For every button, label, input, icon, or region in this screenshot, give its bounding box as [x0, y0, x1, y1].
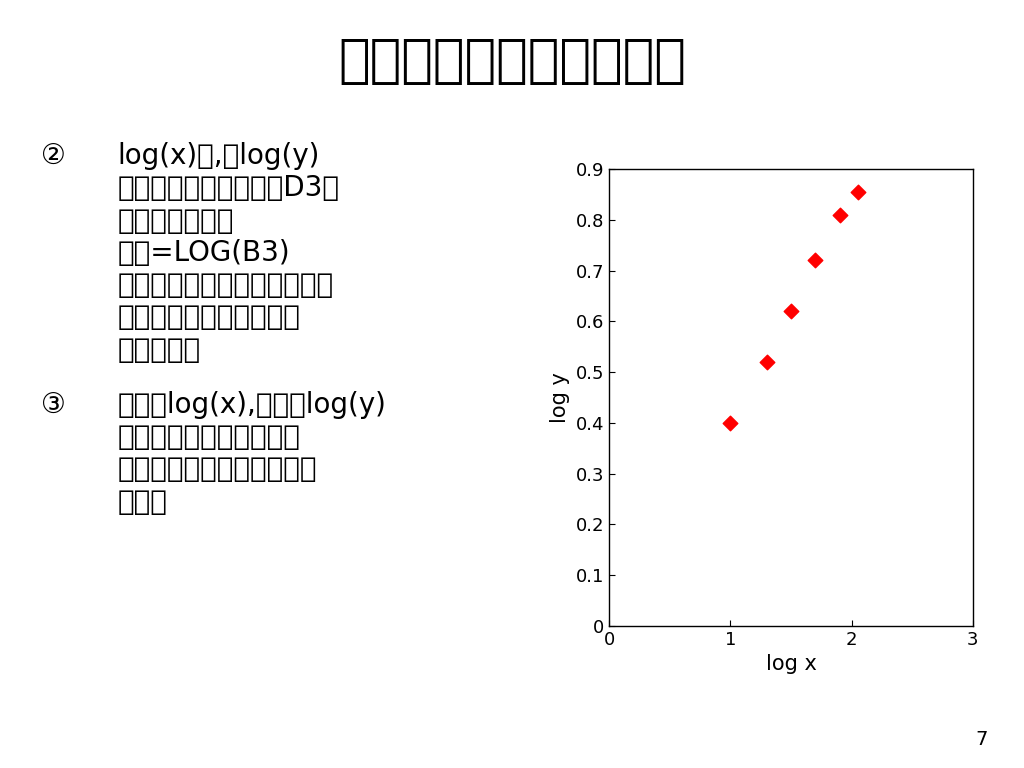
Point: [759, 356, 775, 368]
Text: ます。: ます。: [118, 488, 168, 515]
Text: でグラフを作成します。: でグラフを作成します。: [118, 423, 301, 451]
Point: [831, 208, 848, 221]
Text: のようになるでしょう。この: のようになるでしょう。この: [118, 271, 334, 299]
X-axis label: log x: log x: [766, 654, 816, 674]
Point: [782, 305, 799, 317]
Text: 式をコピーするとよいで: 式をコピーするとよいで: [118, 303, 301, 331]
Text: 横軸　log(x),縦軸　log(y): 横軸 log(x),縦軸 log(y): [118, 391, 387, 419]
Text: 対数目盛・対数値　演習: 対数目盛・対数値 演習: [338, 35, 686, 87]
Text: 7: 7: [976, 730, 988, 749]
Text: 入力される式は: 入力される式は: [118, 207, 234, 234]
Text: ③: ③: [41, 391, 66, 419]
Y-axis label: log y: log y: [550, 372, 570, 423]
Point: [722, 417, 738, 429]
Point: [807, 254, 823, 266]
Text: =LOG(B3): =LOG(B3): [118, 239, 291, 266]
Text: log(x)　,　log(y): log(x) , log(y): [118, 142, 321, 170]
Text: ②: ②: [41, 142, 66, 170]
Point: [850, 186, 866, 198]
Text: を計算します。（セルD3に: を計算します。（セルD3に: [118, 174, 340, 202]
Text: 右図のようなグラフが出来: 右図のようなグラフが出来: [118, 455, 317, 483]
Text: しょう。）: しょう。）: [118, 336, 201, 363]
